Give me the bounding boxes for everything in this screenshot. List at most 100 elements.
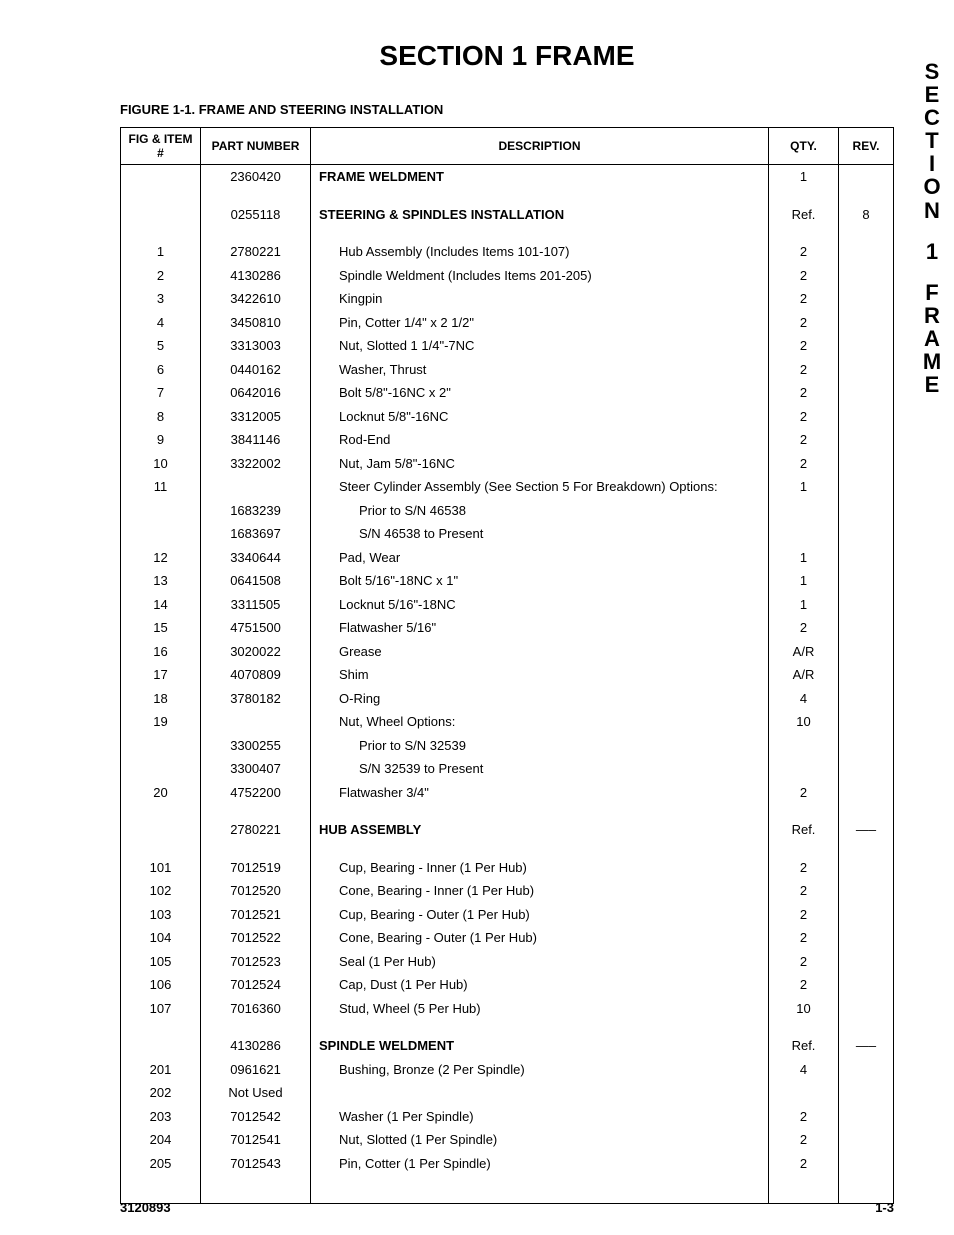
- table-cell: [839, 710, 894, 734]
- table-cell: [839, 240, 894, 264]
- table-cell: 3311505: [201, 593, 311, 617]
- table-cell: 1: [769, 475, 839, 499]
- table-cell: Prior to S/N 46538: [311, 499, 769, 523]
- table-cell: 2: [121, 264, 201, 288]
- table-cell: 2: [769, 926, 839, 950]
- table-cell: [839, 616, 894, 640]
- table-cell: Bolt 5/8"-16NC x 2": [311, 381, 769, 405]
- table-row: 3300255Prior to S/N 32539: [121, 734, 894, 758]
- table-cell: [201, 710, 311, 734]
- table-cell: 202: [121, 1081, 201, 1105]
- table-cell: 2780221: [201, 240, 311, 264]
- table-cell: 101: [121, 856, 201, 880]
- table-cell: S/N 46538 to Present: [311, 522, 769, 546]
- table-cell: 2: [769, 1105, 839, 1129]
- table-cell: 7012541: [201, 1128, 311, 1152]
- table-cell: [839, 475, 894, 499]
- table-cell: 3300407: [201, 757, 311, 781]
- header-qty: QTY.: [769, 128, 839, 165]
- table-cell: 13: [121, 569, 201, 593]
- table-cell: Nut, Wheel Options:: [311, 710, 769, 734]
- table-cell: [839, 973, 894, 997]
- table-cell: [769, 522, 839, 546]
- table-cell: Pin, Cotter (1 Per Spindle): [311, 1152, 769, 1204]
- table-cell: [839, 950, 894, 974]
- table-cell: 17: [121, 663, 201, 687]
- page-footer: 3120893 1-3: [120, 1200, 894, 1215]
- table-cell: 0961621: [201, 1058, 311, 1082]
- table-row: 53313003Nut, Slotted 1 1/4"-7NC2: [121, 334, 894, 358]
- table-cell: [839, 264, 894, 288]
- table-cell: [121, 734, 201, 758]
- table-row: 0255118STEERING & SPINDLES INSTALLATIONR…: [121, 203, 894, 227]
- table-cell: 4070809: [201, 663, 311, 687]
- table-cell: [839, 405, 894, 429]
- table-cell: Grease: [311, 640, 769, 664]
- table-cell: [839, 1081, 894, 1105]
- section-title: SECTION 1 FRAME: [120, 40, 894, 72]
- table-cell: Cone, Bearing - Inner (1 Per Hub): [311, 879, 769, 903]
- table-row: 103322002Nut, Jam 5/8"-16NC2: [121, 452, 894, 476]
- table-row: 2057012543Pin, Cotter (1 Per Spindle)2: [121, 1152, 894, 1204]
- table-cell: 1: [769, 593, 839, 617]
- table-row: [121, 842, 894, 856]
- table-cell: 19: [121, 710, 201, 734]
- table-cell: 2: [769, 903, 839, 927]
- table-cell: 0255118: [201, 203, 311, 227]
- table-cell: Not Used: [201, 1081, 311, 1105]
- table-row: 93841146Rod-End2: [121, 428, 894, 452]
- table-cell: [839, 452, 894, 476]
- table-row: 163020022GreaseA/R: [121, 640, 894, 664]
- table-cell: 7012524: [201, 973, 311, 997]
- table-cell: 9: [121, 428, 201, 452]
- table-cell: 2: [769, 240, 839, 264]
- table-cell: [201, 475, 311, 499]
- table-row: 43450810Pin, Cotter 1/4" x 2 1/2"2: [121, 311, 894, 335]
- table-row: 33422610Kingpin2: [121, 287, 894, 311]
- table-cell: 1: [769, 165, 839, 189]
- table-cell: A/R: [769, 640, 839, 664]
- table-row: 2780221HUB ASSEMBLYRef.—–: [121, 818, 894, 842]
- table-cell: Cup, Bearing - Inner (1 Per Hub): [311, 856, 769, 880]
- table-row: 4130286SPINDLE WELDMENTRef.—–: [121, 1034, 894, 1058]
- table-row: 2010961621Bushing, Bronze (2 Per Spindle…: [121, 1058, 894, 1082]
- table-cell: S/N 32539 to Present: [311, 757, 769, 781]
- table-row: [121, 226, 894, 240]
- table-cell: Prior to S/N 32539: [311, 734, 769, 758]
- table-cell: 201: [121, 1058, 201, 1082]
- table-cell: 2: [769, 405, 839, 429]
- table-cell: 1: [769, 546, 839, 570]
- table-cell: Ref.: [769, 203, 839, 227]
- table-cell: 4: [769, 1058, 839, 1082]
- table-cell: 14: [121, 593, 201, 617]
- table-cell: [839, 903, 894, 927]
- table-row: 60440162Washer, Thrust2: [121, 358, 894, 382]
- table-cell: 102: [121, 879, 201, 903]
- table-cell: 0440162: [201, 358, 311, 382]
- table-cell: 3841146: [201, 428, 311, 452]
- table-cell: Cone, Bearing - Outer (1 Per Hub): [311, 926, 769, 950]
- table-cell: Rod-End: [311, 428, 769, 452]
- table-cell: 2: [769, 781, 839, 805]
- table-row: [121, 189, 894, 203]
- table-cell: Hub Assembly (Includes Items 101-107): [311, 240, 769, 264]
- table-row: 2047012541Nut, Slotted (1 Per Spindle)2: [121, 1128, 894, 1152]
- table-cell: Kingpin: [311, 287, 769, 311]
- table-row: 70642016Bolt 5/8"-16NC x 2"2: [121, 381, 894, 405]
- table-cell: 3450810: [201, 311, 311, 335]
- table-cell: 5: [121, 334, 201, 358]
- table-cell: [311, 1081, 769, 1105]
- table-cell: 107: [121, 997, 201, 1021]
- table-cell: [839, 522, 894, 546]
- table-row: 2360420FRAME WELDMENT1: [121, 165, 894, 189]
- table-cell: 20: [121, 781, 201, 805]
- table-cell: 8: [121, 405, 201, 429]
- table-cell: Ref.: [769, 1034, 839, 1058]
- table-cell: [839, 334, 894, 358]
- table-cell: Nut, Slotted 1 1/4"-7NC: [311, 334, 769, 358]
- table-cell: [839, 569, 894, 593]
- table-cell: —–: [839, 1034, 894, 1058]
- table-cell: 3312005: [201, 405, 311, 429]
- table-row: 154751500Flatwasher 5/16"2: [121, 616, 894, 640]
- table-cell: 2: [769, 973, 839, 997]
